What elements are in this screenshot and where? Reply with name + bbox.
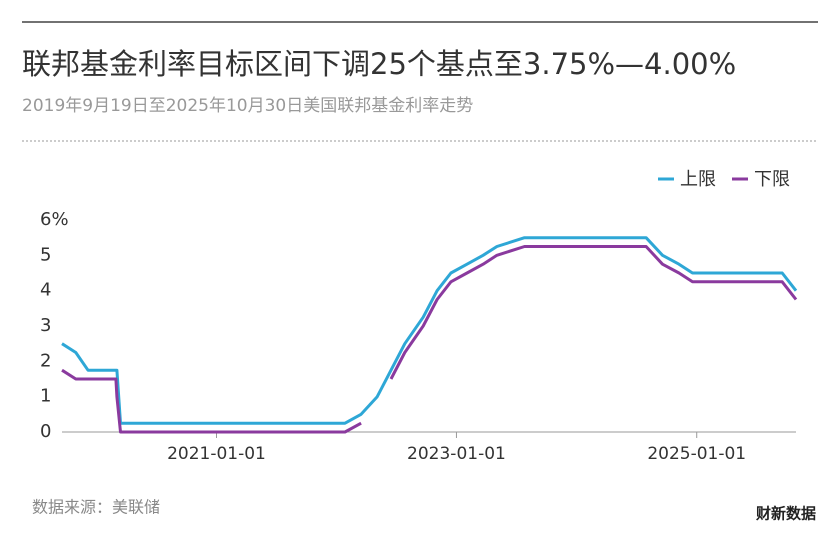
series-line — [61, 236, 798, 425]
chart-title: 联邦基金利率目标区间下调25个基点至3.75%—4.00% — [22, 47, 736, 81]
legend-label: 下限 — [754, 169, 790, 190]
y-tick-label: 3 — [40, 315, 51, 336]
x-tick-label: 2021-01-01 — [167, 444, 266, 464]
x-tick-label: 2025-01-01 — [647, 444, 746, 464]
y-tick-label: 2 — [40, 350, 51, 371]
source: 数据来源：美联储 — [32, 498, 160, 517]
y-tick-label: 5 — [40, 244, 51, 265]
x-tick-label: 2023-01-01 — [407, 444, 506, 464]
y-tick-label: 6% — [40, 209, 69, 230]
y-tick-label: 1 — [40, 386, 51, 407]
chart-subtitle: 2019年9月19日至2025年10月30日美国联邦基金利率走势 — [22, 96, 473, 116]
legend-label: 上限 — [680, 169, 716, 190]
brand: 财新数据 — [756, 505, 816, 523]
y-tick-label: 4 — [40, 280, 51, 301]
y-tick-label: 0 — [40, 421, 51, 442]
series-line — [61, 245, 798, 434]
